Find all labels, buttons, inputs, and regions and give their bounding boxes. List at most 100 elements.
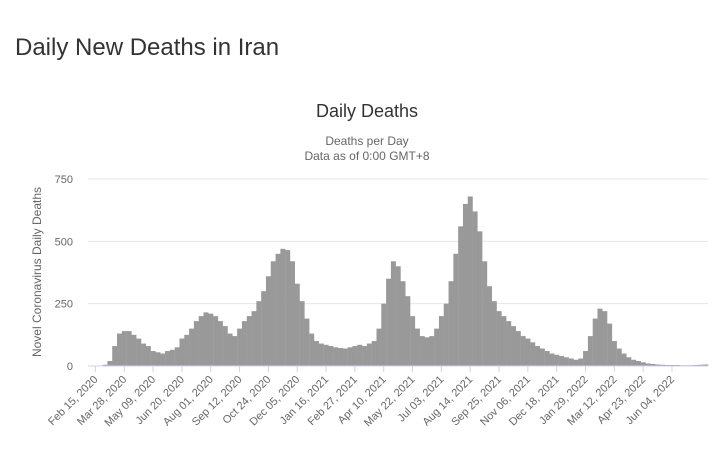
bar xyxy=(299,301,305,366)
bar xyxy=(482,261,488,366)
bar xyxy=(434,328,440,366)
bar xyxy=(515,331,521,366)
bar xyxy=(213,316,219,366)
bar xyxy=(539,348,545,366)
bar xyxy=(362,346,368,366)
bar xyxy=(352,346,358,366)
bar xyxy=(477,231,483,366)
bar xyxy=(261,291,267,366)
bar xyxy=(251,311,257,366)
bar xyxy=(544,351,550,366)
y-tick-label: 0 xyxy=(67,361,73,373)
bar xyxy=(165,351,171,366)
bar xyxy=(703,364,709,366)
bar xyxy=(400,281,406,366)
bar xyxy=(376,328,382,366)
bar xyxy=(520,336,526,366)
bar xyxy=(438,316,444,366)
bar xyxy=(568,358,574,366)
bar xyxy=(150,351,156,366)
bar xyxy=(424,337,430,366)
bar xyxy=(405,296,411,366)
bar xyxy=(559,356,565,366)
bar xyxy=(357,344,363,366)
bar xyxy=(246,316,252,366)
bar xyxy=(659,364,665,366)
bar xyxy=(419,336,425,366)
bar xyxy=(486,286,492,366)
bar xyxy=(592,318,598,366)
bar xyxy=(145,346,151,366)
bar xyxy=(395,266,401,366)
bar xyxy=(371,341,377,366)
bar xyxy=(112,346,118,366)
bar xyxy=(462,203,468,366)
bar xyxy=(318,343,324,366)
bar xyxy=(511,326,517,366)
bar xyxy=(501,316,507,366)
bar xyxy=(217,321,223,366)
bar xyxy=(626,357,632,366)
bar xyxy=(472,211,478,366)
bar xyxy=(429,336,435,366)
bar xyxy=(265,276,271,366)
bar xyxy=(597,308,603,366)
bar xyxy=(275,253,281,366)
bar xyxy=(578,358,584,366)
chart-subtitle: Data as of 0:00 GMT+8 xyxy=(304,149,429,163)
bar xyxy=(554,354,560,366)
bar xyxy=(294,283,300,366)
bar xyxy=(458,226,464,366)
bar xyxy=(203,312,209,366)
bar xyxy=(189,328,195,366)
bar xyxy=(232,336,238,366)
bar xyxy=(655,364,661,366)
bar xyxy=(107,361,113,366)
bar xyxy=(131,334,137,366)
bar xyxy=(179,338,185,366)
bar xyxy=(631,359,637,366)
bar xyxy=(117,333,123,366)
bar xyxy=(328,346,334,366)
bar xyxy=(366,343,372,366)
y-axis-label: Novel Coronavirus Daily Deaths xyxy=(30,187,44,357)
bar xyxy=(285,250,291,366)
bar xyxy=(208,313,214,366)
bar xyxy=(270,261,276,366)
bar xyxy=(141,343,147,366)
bar xyxy=(443,303,449,366)
bar xyxy=(256,301,262,366)
bar xyxy=(160,353,166,366)
bar xyxy=(342,348,348,366)
bar xyxy=(611,341,617,366)
bar xyxy=(227,333,233,366)
bar xyxy=(289,261,295,366)
bar xyxy=(280,248,286,366)
bar xyxy=(525,338,531,366)
bar xyxy=(549,353,555,366)
bar xyxy=(621,353,627,366)
bar xyxy=(448,281,454,366)
bar xyxy=(237,328,243,366)
bar xyxy=(222,326,228,366)
bar xyxy=(496,311,502,366)
bar xyxy=(453,253,459,366)
bar xyxy=(645,363,651,366)
bar xyxy=(616,348,622,366)
bar xyxy=(563,357,569,366)
bar xyxy=(640,362,646,366)
bar xyxy=(193,321,199,366)
y-tick-label: 500 xyxy=(55,236,73,248)
bar xyxy=(309,333,315,366)
bar xyxy=(414,328,420,366)
y-tick-label: 250 xyxy=(55,299,73,311)
bar xyxy=(650,364,656,366)
bar xyxy=(121,331,127,366)
bar xyxy=(607,323,613,366)
bar xyxy=(333,347,339,366)
bar xyxy=(338,348,344,366)
bar xyxy=(198,316,204,366)
bar xyxy=(535,346,541,366)
